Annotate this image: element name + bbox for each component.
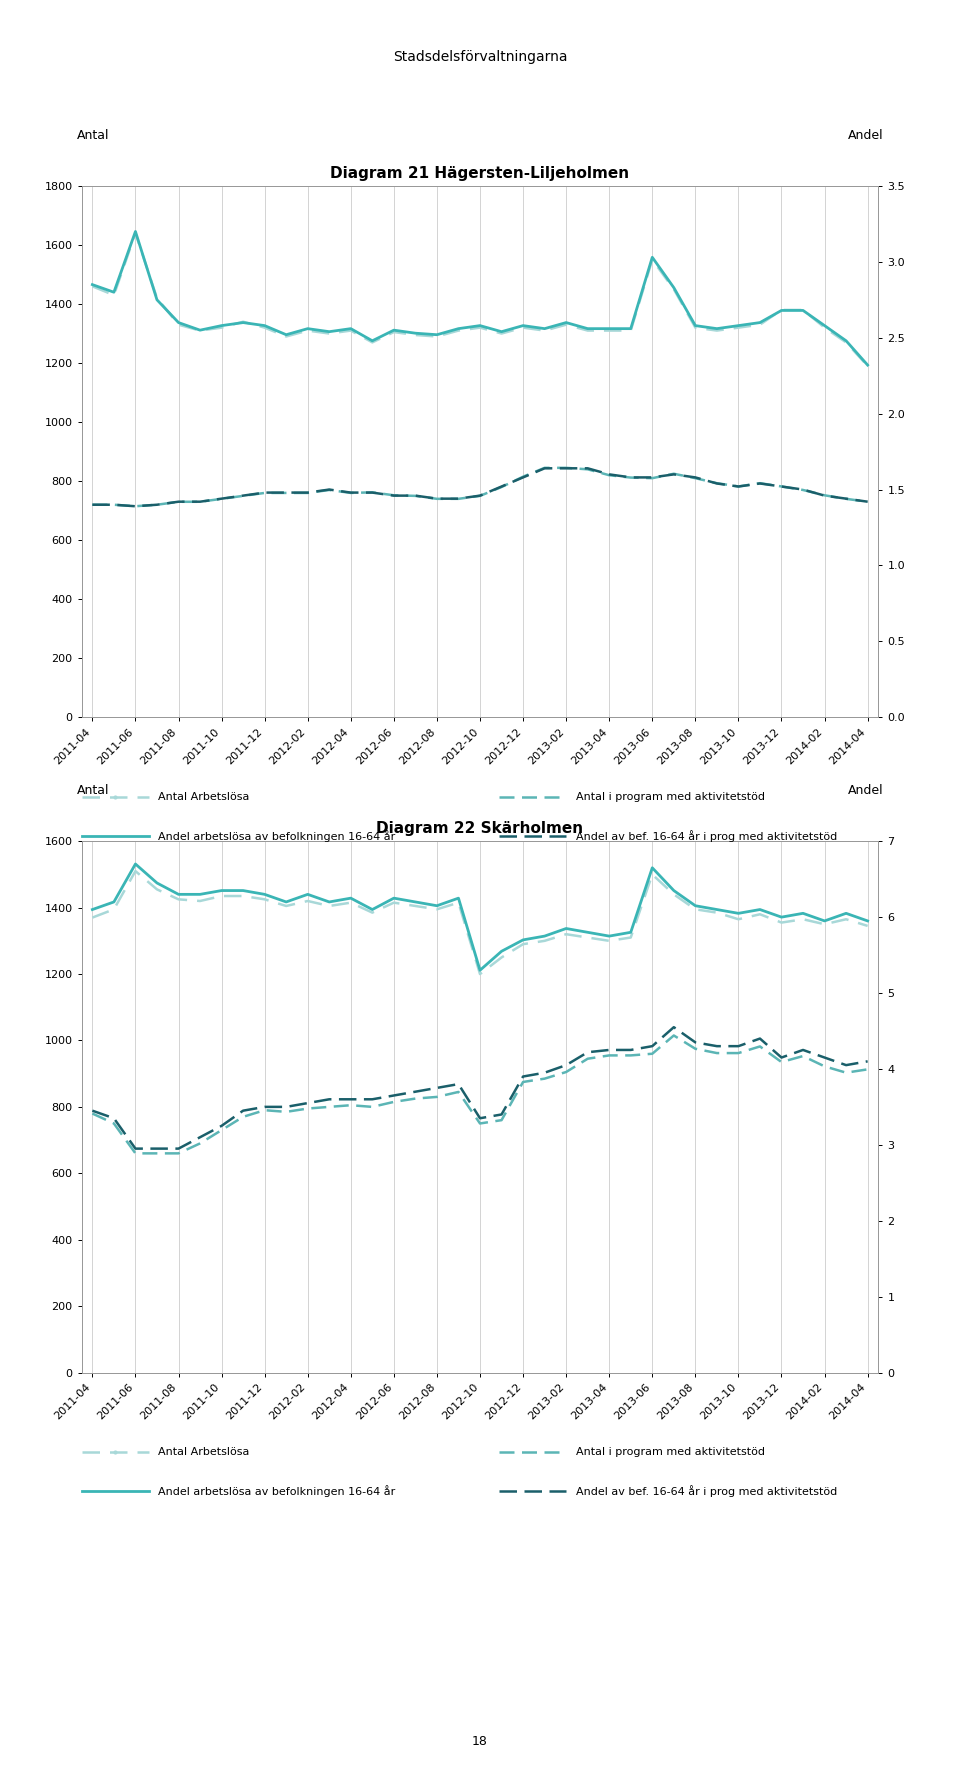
Title: Diagram 22 Skärholmen: Diagram 22 Skärholmen (376, 822, 584, 836)
Text: Andel: Andel (848, 129, 883, 142)
Text: Antal i program med aktivitetstöd: Antal i program med aktivitetstöd (576, 792, 765, 802)
Text: Andel arbetslösa av befolkningen 16-64 år: Andel arbetslösa av befolkningen 16-64 å… (158, 1486, 396, 1496)
Text: Andel av bef. 16-64 år i prog med aktivitetstöd: Andel av bef. 16-64 år i prog med aktivi… (576, 831, 837, 841)
Text: Andel arbetslösa av befolkningen 16-64 år: Andel arbetslösa av befolkningen 16-64 å… (158, 831, 396, 841)
Text: Andel av bef. 16-64 år i prog med aktivitetstöd: Andel av bef. 16-64 år i prog med aktivi… (576, 1486, 837, 1496)
Text: Antal: Antal (77, 785, 109, 797)
Text: Antal Arbetslösa: Antal Arbetslösa (158, 792, 250, 802)
Text: Antal: Antal (77, 129, 109, 142)
Text: Antal i program med aktivitetstöd: Antal i program med aktivitetstöd (576, 1447, 765, 1458)
Title: Diagram 21 Hägersten-Liljeholmen: Diagram 21 Hägersten-Liljeholmen (330, 166, 630, 181)
Text: Antal Arbetslösa: Antal Arbetslösa (158, 1447, 250, 1458)
Text: Stadsdelsförvaltningarna: Stadsdelsförvaltningarna (393, 50, 567, 64)
Text: Andel: Andel (848, 785, 883, 797)
Text: 18: 18 (472, 1736, 488, 1748)
